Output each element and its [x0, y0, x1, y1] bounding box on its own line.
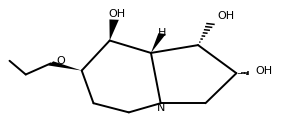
- Text: N: N: [157, 103, 165, 113]
- Text: H: H: [158, 28, 166, 38]
- Text: OH: OH: [217, 11, 234, 21]
- Text: O: O: [57, 56, 65, 66]
- Polygon shape: [151, 33, 166, 53]
- Text: OH: OH: [109, 9, 126, 19]
- Polygon shape: [48, 61, 82, 71]
- Polygon shape: [110, 19, 119, 41]
- Text: OH: OH: [255, 66, 273, 76]
